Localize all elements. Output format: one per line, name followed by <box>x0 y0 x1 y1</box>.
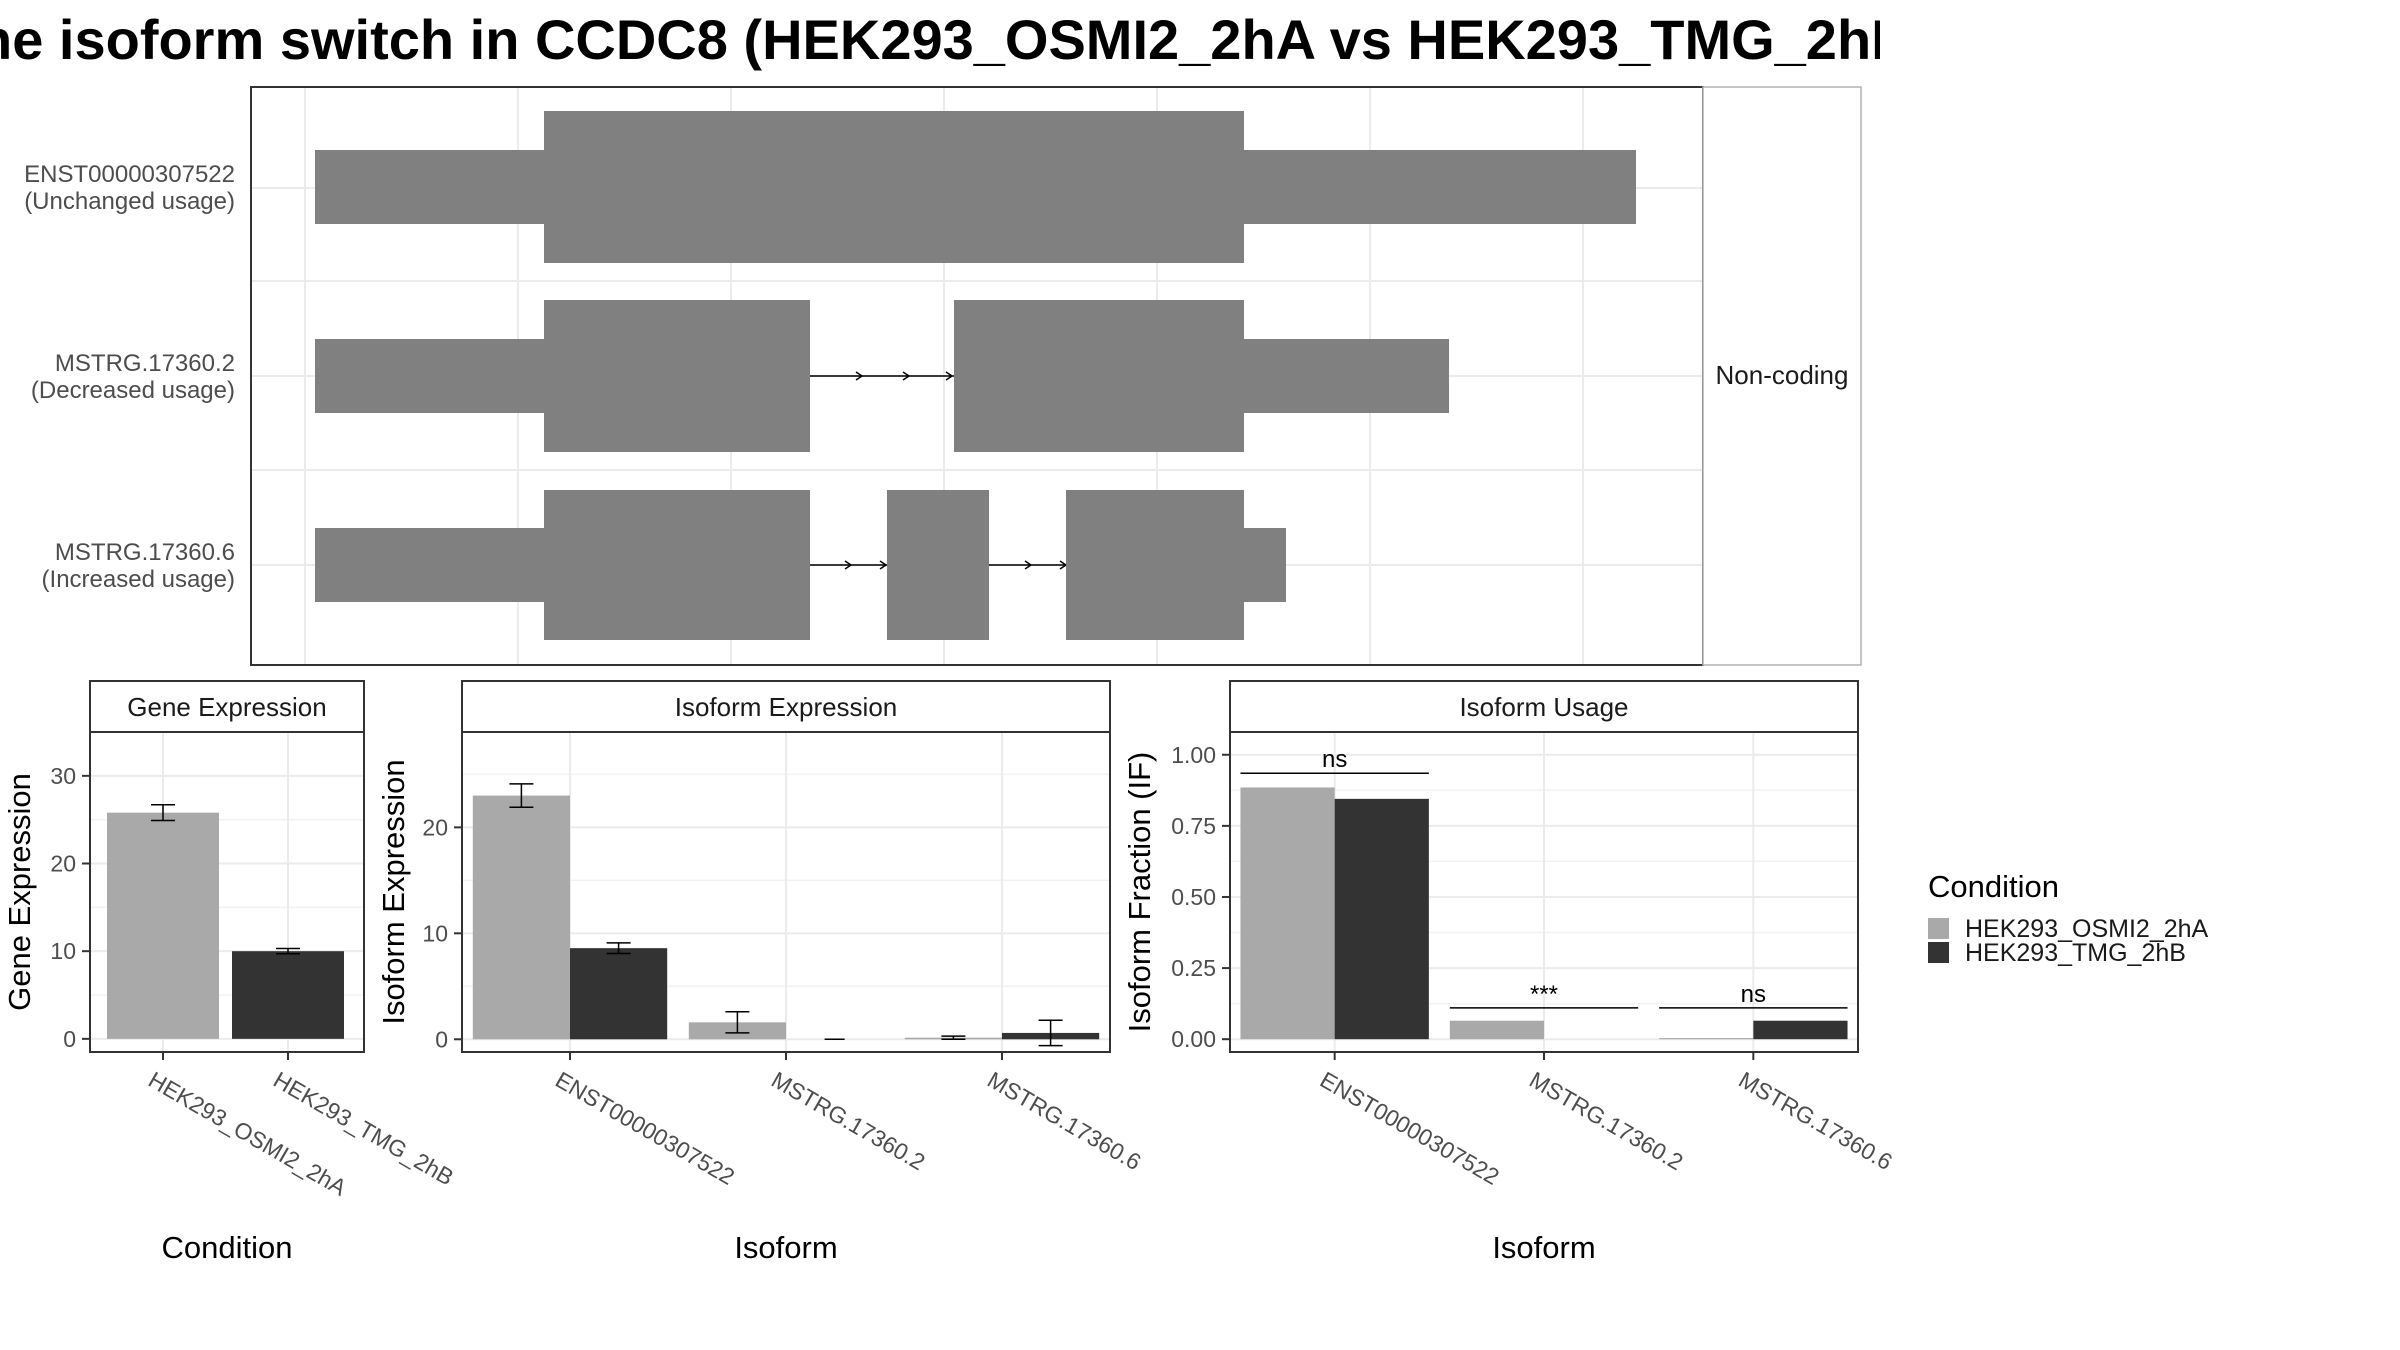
y-tick-label: 0 <box>63 1026 76 1052</box>
transcript-usage: (Increased usage) <box>42 566 235 593</box>
isoform-usage-panel: ns *** ns Isoform Usage 0.00 0.25 0.50 0.75 1.00… <box>1122 680 1897 1265</box>
y-tick-label: 20 <box>422 814 448 840</box>
y-tick-label: 10 <box>50 938 76 964</box>
y-axis-title: Gene Expression <box>2 773 37 1011</box>
exon <box>544 490 810 640</box>
transcript-labels: ENST00000307522 (Unchanged usage) MSTRG.… <box>24 161 235 593</box>
bar <box>107 812 219 1039</box>
isoform-expression-panel: Isoform Expression 0 10 20 ENST00000307522 MS… <box>376 680 1146 1265</box>
x-tick-label: MSTRG.17360.6 <box>983 1066 1145 1175</box>
error-bar <box>276 947 300 955</box>
strip-box <box>1229 680 1859 733</box>
legend-swatch-b <box>1928 942 1949 963</box>
gene-structure-panel: Non-coding ENST00000307522 (Unchanged us… <box>24 86 1862 666</box>
transcript-name: MSTRG.17360.2 <box>55 350 235 377</box>
strip-label: Gene Expression <box>127 692 326 722</box>
exon <box>1243 150 1636 224</box>
bar <box>1449 1020 1544 1040</box>
transcript-name: ENST00000307522 <box>24 161 235 188</box>
error-bar <box>509 783 534 808</box>
legend-label-b: HEK293_TMG_2hB <box>1965 939 2186 967</box>
bar <box>232 951 344 1039</box>
error-bar <box>725 1010 750 1034</box>
exon <box>954 300 1244 452</box>
x-tick-label: HEK293_OSMI2_2hA <box>144 1066 351 1201</box>
y-tick-label: 0.75 <box>1171 813 1216 839</box>
structure-side-strip <box>1702 86 1862 666</box>
error-bar <box>606 942 631 955</box>
error-bar <box>151 804 175 822</box>
bar <box>1240 787 1335 1040</box>
x-tick-label: MSTRG.17360.6 <box>1734 1066 1896 1175</box>
y-tick-label: 10 <box>422 920 448 946</box>
intron-arrow <box>844 560 888 570</box>
legend-label-a: HEK293_OSMI2_2hA <box>1965 915 2209 943</box>
exon <box>544 111 1244 263</box>
bar <box>1334 798 1429 1040</box>
significance-label: ns <box>1741 981 1766 1008</box>
strip-box <box>89 680 365 733</box>
exon <box>315 528 545 602</box>
exon <box>544 300 810 452</box>
y-tick-label: 0.00 <box>1171 1026 1216 1052</box>
y-axis-title: Isoform Fraction (IF) <box>1122 752 1157 1033</box>
bar <box>472 795 570 1040</box>
exon <box>315 150 545 224</box>
strip-label: Isoform Usage <box>1459 692 1628 722</box>
legend-title: Condition <box>1928 869 2059 904</box>
y-tick-label: 0.50 <box>1171 884 1216 910</box>
x-axis-title: Condition <box>162 1230 293 1265</box>
y-tick-label: 30 <box>50 763 76 789</box>
bar <box>1659 1038 1754 1040</box>
intron-arrow <box>855 371 954 381</box>
exon <box>887 490 989 640</box>
transcript-name: MSTRG.17360.6 <box>55 539 235 566</box>
exon <box>1066 490 1244 640</box>
error-bar <box>941 1035 966 1041</box>
x-tick-label: ENST00000307522 <box>1316 1066 1504 1190</box>
transcript-model-1 <box>315 111 1636 263</box>
x-tick-label: MSTRG.17360.2 <box>767 1066 929 1175</box>
structure-side-label: Non-coding <box>1716 360 1849 390</box>
x-tick-label: ENST00000307522 <box>551 1066 739 1190</box>
y-axis-title: Isoform Expression <box>376 759 411 1024</box>
transcript-model-3 <box>315 490 1286 640</box>
legend-swatch-a <box>1928 918 1949 939</box>
transcript-usage: (Unchanged usage) <box>24 188 235 215</box>
strip-label: Isoform Expression <box>675 692 898 722</box>
x-axis-title: Isoform <box>1492 1230 1595 1265</box>
exon <box>1243 339 1449 413</box>
y-tick-label: 0 <box>435 1026 448 1052</box>
bar <box>570 948 668 1040</box>
exon <box>1243 528 1286 602</box>
y-tick-label: 20 <box>50 851 76 877</box>
exon <box>315 339 545 413</box>
transcript-model-2 <box>315 300 1449 452</box>
x-tick-label: MSTRG.17360.2 <box>1525 1066 1687 1175</box>
transcript-usage: (Decreased usage) <box>31 377 235 404</box>
legend: Condition HEK293_OSMI2_2hA HEK293_TMG_2h… <box>1928 869 2209 967</box>
error-bar <box>1038 1019 1063 1047</box>
chart-title: he isoform switch in CCDC8 (HEK293_OSMI2… <box>0 8 1880 71</box>
y-tick-label: 1.00 <box>1171 742 1216 768</box>
significance-label: *** <box>1530 981 1558 1008</box>
y-tick-label: 0.25 <box>1171 955 1216 981</box>
x-axis-title: Isoform <box>734 1230 837 1265</box>
significance-label: ns <box>1322 746 1347 773</box>
strip-box <box>461 680 1111 733</box>
bar <box>1753 1020 1848 1040</box>
